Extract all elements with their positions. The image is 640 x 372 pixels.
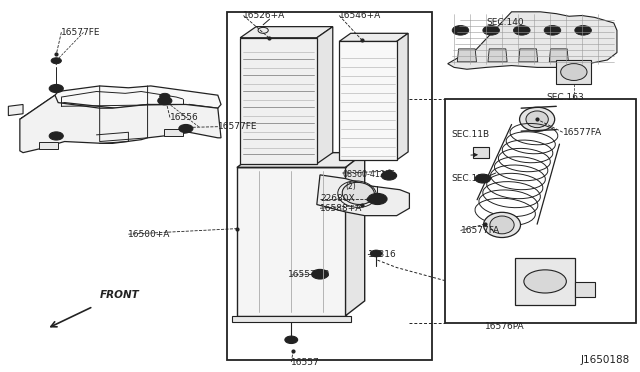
Text: 16500+A: 16500+A [129, 230, 171, 239]
Text: 16557+B: 16557+B [288, 270, 330, 279]
Polygon shape [240, 27, 333, 38]
Bar [445, 99, 636, 323]
Ellipse shape [526, 111, 548, 128]
Text: 16577FE: 16577FE [218, 122, 257, 131]
Ellipse shape [520, 107, 555, 131]
Ellipse shape [342, 182, 374, 205]
Polygon shape [473, 147, 489, 158]
Text: 16577FE: 16577FE [61, 28, 101, 37]
Text: 08360-41225: 08360-41225 [342, 170, 396, 179]
Circle shape [162, 99, 168, 103]
Circle shape [289, 338, 294, 341]
Circle shape [160, 93, 170, 99]
Circle shape [368, 193, 387, 205]
Polygon shape [39, 141, 58, 149]
Circle shape [49, 132, 63, 140]
Polygon shape [518, 49, 538, 62]
Circle shape [53, 87, 60, 90]
Circle shape [312, 269, 328, 279]
Text: 16577FA: 16577FA [563, 128, 602, 137]
Circle shape [475, 174, 490, 183]
Circle shape [575, 26, 591, 35]
Text: 16546+A: 16546+A [339, 11, 381, 20]
Polygon shape [8, 105, 23, 116]
Text: FRONT: FRONT [100, 290, 140, 300]
Polygon shape [339, 41, 397, 160]
Polygon shape [240, 38, 317, 164]
Ellipse shape [490, 216, 514, 234]
Text: J1650188: J1650188 [580, 355, 630, 365]
Polygon shape [397, 33, 408, 160]
Polygon shape [164, 129, 182, 136]
Polygon shape [20, 86, 221, 119]
Text: (2): (2) [346, 182, 356, 190]
Circle shape [373, 196, 382, 202]
Polygon shape [458, 49, 476, 62]
Circle shape [381, 171, 397, 180]
Circle shape [51, 58, 61, 64]
Text: 16526+A: 16526+A [243, 11, 285, 20]
Polygon shape [346, 153, 365, 316]
Text: 22680X: 22680X [320, 195, 355, 203]
Circle shape [317, 272, 323, 276]
Polygon shape [232, 316, 351, 323]
Circle shape [182, 127, 189, 131]
Text: SEC.110: SEC.110 [451, 174, 489, 183]
Text: SEC.140: SEC.140 [486, 19, 524, 28]
Circle shape [386, 174, 392, 177]
Text: 16557: 16557 [291, 357, 320, 366]
Circle shape [483, 26, 499, 35]
Circle shape [371, 250, 382, 257]
Circle shape [285, 336, 298, 343]
Circle shape [158, 97, 172, 105]
Polygon shape [488, 49, 507, 62]
Text: 16577FA: 16577FA [461, 226, 500, 235]
Polygon shape [549, 49, 568, 62]
Ellipse shape [483, 212, 520, 237]
Polygon shape [515, 258, 575, 305]
Bar [227, 12, 432, 360]
Polygon shape [317, 27, 333, 164]
Circle shape [53, 134, 60, 138]
Polygon shape [575, 282, 595, 297]
Polygon shape [20, 95, 221, 153]
Text: 16316: 16316 [368, 250, 397, 259]
Text: 16588+A: 16588+A [320, 204, 362, 213]
Text: SEC.163: SEC.163 [547, 93, 584, 102]
Polygon shape [237, 153, 365, 167]
Circle shape [179, 125, 193, 133]
Text: SEC.11B: SEC.11B [451, 129, 489, 139]
Text: 16576PA: 16576PA [485, 322, 525, 331]
Ellipse shape [561, 64, 587, 80]
Polygon shape [317, 175, 410, 216]
Circle shape [452, 26, 468, 35]
Polygon shape [448, 12, 617, 69]
Circle shape [513, 26, 530, 35]
Text: 16556: 16556 [170, 113, 198, 122]
Polygon shape [339, 33, 408, 41]
Ellipse shape [524, 270, 566, 293]
Circle shape [544, 26, 561, 35]
Polygon shape [237, 167, 346, 316]
Circle shape [49, 84, 63, 93]
Polygon shape [556, 60, 591, 84]
